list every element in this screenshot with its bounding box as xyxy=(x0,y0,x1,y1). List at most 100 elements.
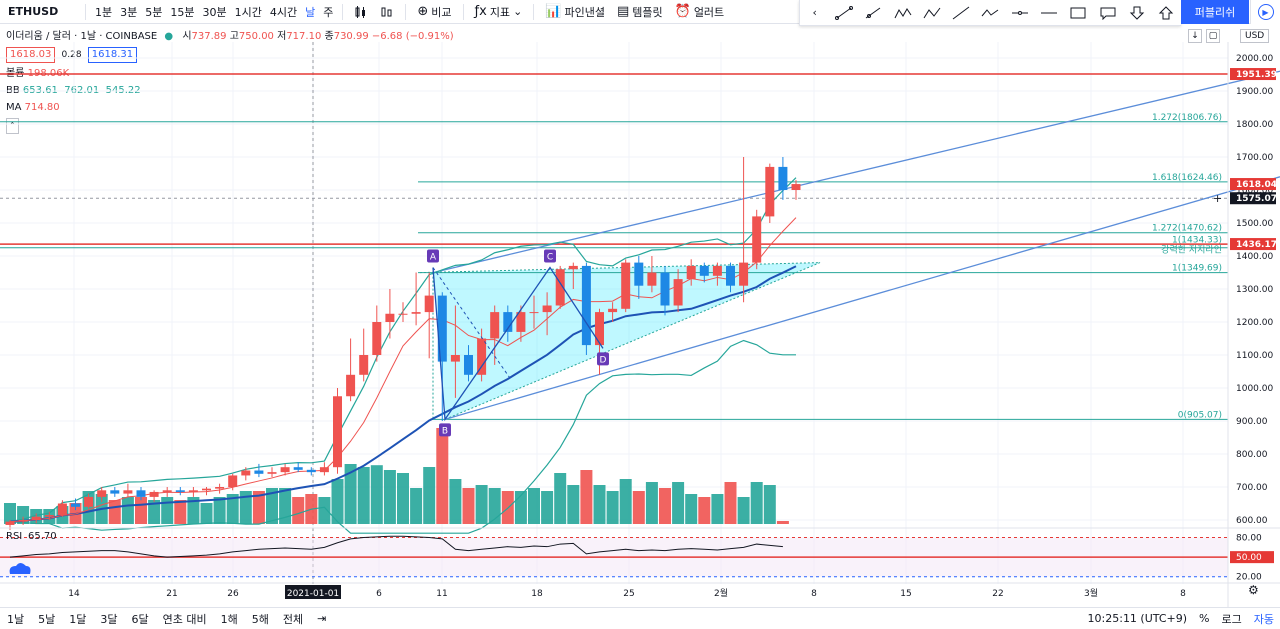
symbol-search[interactable]: ETHUSD xyxy=(8,5,59,18)
volume-bar xyxy=(685,494,698,524)
auto-toggle[interactable]: 자동 xyxy=(1253,612,1274,626)
log-toggle[interactable]: 로그 xyxy=(1221,612,1242,626)
publish-button[interactable]: 퍼블리쉬 xyxy=(1181,0,1249,24)
time-tick: 8 xyxy=(811,589,817,599)
candle-body xyxy=(280,467,290,473)
path-icon[interactable] xyxy=(977,2,1003,24)
tf-1h[interactable]: 1시간 xyxy=(234,5,262,19)
candle-body xyxy=(149,491,159,497)
fib-label: 1.272(1470.62) xyxy=(1152,224,1222,234)
horizontal-line-icon[interactable] xyxy=(1036,2,1062,24)
range-6m[interactable]: 6달 xyxy=(131,612,149,626)
volume-bar xyxy=(711,494,724,524)
ask-button[interactable]: 1618.31 xyxy=(87,47,138,63)
range-1y[interactable]: 1해 xyxy=(220,612,238,626)
tf-1m[interactable]: 1분 xyxy=(95,5,113,19)
pattern-point-box xyxy=(427,249,439,263)
divider xyxy=(405,3,407,20)
chart-type-candles-button[interactable] xyxy=(348,5,374,19)
range-5d[interactable]: 5날 xyxy=(38,612,56,626)
pattern-point-label: A xyxy=(430,253,437,263)
arrow-up-icon[interactable] xyxy=(1153,2,1179,24)
candle-body xyxy=(542,305,552,313)
volume-bar xyxy=(226,494,239,524)
pattern-dashed xyxy=(432,267,511,379)
candle-body xyxy=(123,490,133,494)
tf-week[interactable]: 주 xyxy=(323,5,334,19)
candle-body xyxy=(267,472,277,474)
currency-button[interactable]: USD xyxy=(1240,29,1270,43)
range-1d[interactable]: 1날 xyxy=(7,612,25,626)
horizontal-ray-icon[interactable] xyxy=(1007,2,1033,24)
volume-bar xyxy=(331,479,344,524)
volume-bar xyxy=(488,488,501,524)
volume-bar xyxy=(121,497,134,524)
close-value: 730.99 xyxy=(333,31,369,42)
indicators-button[interactable]: ƒx 지표 ⌄ xyxy=(469,4,529,20)
candle-body xyxy=(555,269,565,306)
symbol-title[interactable]: 이더리움 / 달러 · 1날 · COINBASE xyxy=(6,31,158,42)
time-tick: 22 xyxy=(992,589,1003,599)
hollow-candles-icon xyxy=(381,7,392,16)
callout-icon[interactable] xyxy=(1095,2,1121,24)
rsi-value: 65.70 xyxy=(28,531,57,542)
range-3m[interactable]: 3달 xyxy=(100,612,118,626)
rectangle-icon[interactable] xyxy=(1065,2,1091,24)
tf-30m[interactable]: 30분 xyxy=(202,5,227,19)
alert-button[interactable]: ⏰ 얼러트 xyxy=(669,4,731,20)
tf-15m[interactable]: 15분 xyxy=(170,5,195,19)
range-ytd[interactable]: 연초 대비 xyxy=(162,612,207,626)
rsi-marker-label: 50.00 xyxy=(1236,553,1262,563)
candle-body xyxy=(254,470,264,474)
tf-3m[interactable]: 3분 xyxy=(120,5,138,19)
volume-bar xyxy=(554,473,567,524)
volume-bar xyxy=(423,467,436,524)
trend-line-icon[interactable] xyxy=(831,2,857,24)
range-5y[interactable]: 5해 xyxy=(251,612,269,626)
price-tick: 1100.00 xyxy=(1236,351,1273,361)
collapse-legend-icon[interactable]: ⌃ xyxy=(6,118,19,134)
pine-button[interactable]: 📊 파인낸셜 xyxy=(539,4,611,20)
volume-bar xyxy=(724,482,737,524)
compare-button[interactable]: ⊕ 비교 xyxy=(411,4,457,20)
candle-body xyxy=(228,475,238,487)
ray-line-icon[interactable] xyxy=(860,2,886,24)
volume-bar xyxy=(750,482,763,524)
collapse-drawbar-icon[interactable]: ‹ xyxy=(812,6,817,19)
extended-line-icon[interactable] xyxy=(948,2,974,24)
goto-date-icon[interactable]: ⇥ xyxy=(317,612,327,625)
arrow-down-icon[interactable] xyxy=(1124,2,1150,24)
time-tick: 26 xyxy=(227,589,239,599)
range-1m[interactable]: 1달 xyxy=(69,612,87,626)
tf-day[interactable]: 날 xyxy=(305,5,316,19)
candle-body xyxy=(464,355,473,375)
chart-icon: 📊 xyxy=(545,4,562,19)
price-chart[interactable]: 1.272(1806.76) 1.618(1624.46) 1.272(1470.6… xyxy=(0,42,1280,607)
xabcd-pattern-icon[interactable] xyxy=(890,2,916,24)
volume-bar xyxy=(763,485,776,524)
volume-bar xyxy=(4,503,16,524)
tf-4h[interactable]: 4시간 xyxy=(269,5,298,19)
range-all[interactable]: 전체 xyxy=(282,612,304,626)
arrow-down-icon[interactable]: ↓ xyxy=(1188,29,1202,43)
percent-toggle[interactable]: % xyxy=(1199,612,1210,625)
replay-button[interactable]: ▶ xyxy=(1250,0,1280,24)
triangle-outline xyxy=(419,262,821,420)
maximize-icon[interactable]: ▢ xyxy=(1206,29,1220,43)
fib-label: 1(1349.69) xyxy=(1172,264,1222,274)
bid-button[interactable]: 1618.03 xyxy=(6,47,56,63)
template-icon: ▤ xyxy=(616,4,630,19)
price-axis: 2000.00 1900.00 1800.00 1700.00 1600.00 1500.… xyxy=(1213,42,1277,607)
tf-5m[interactable]: 5분 xyxy=(145,5,163,19)
templates-button[interactable]: ▤ 템플릿 xyxy=(611,4,669,20)
abcd-pattern-icon[interactable] xyxy=(919,2,945,24)
indicators-label: 지표 xyxy=(489,5,511,19)
time-tick: 21 xyxy=(166,589,177,599)
time-tick: 8 xyxy=(1180,589,1186,599)
clock[interactable]: 10:25:11 (UTC+9) xyxy=(1087,612,1188,625)
candle-body xyxy=(437,295,447,362)
price-marker-label: 1575.07 xyxy=(1236,194,1277,204)
bars-style-button[interactable] xyxy=(374,5,400,19)
candle-body xyxy=(647,272,657,286)
price-tick: 1200.00 xyxy=(1236,318,1273,328)
